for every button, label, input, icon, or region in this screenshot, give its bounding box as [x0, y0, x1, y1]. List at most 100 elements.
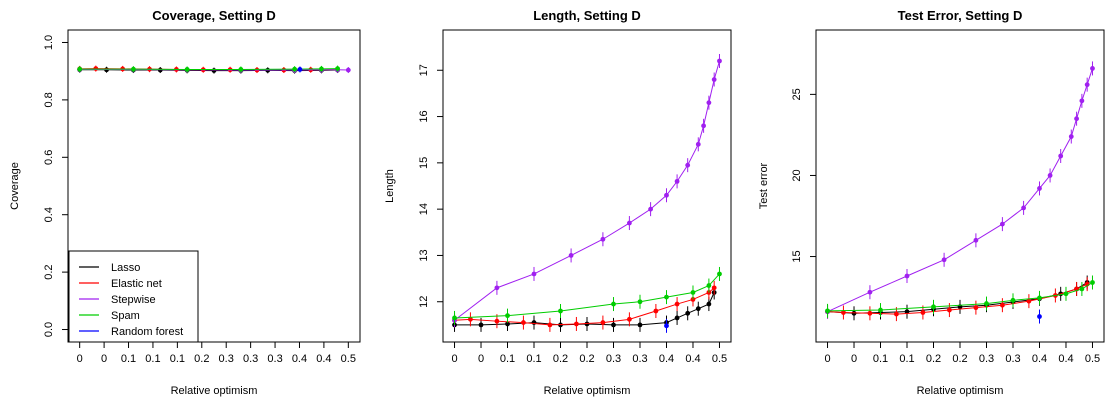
data-point: [841, 310, 846, 315]
legend-label: Random forest: [111, 326, 183, 338]
x-tick-label: 0.3: [219, 353, 234, 365]
x-tick-label: 0.2: [579, 353, 594, 365]
x-tick-label: 0.4: [659, 353, 674, 365]
x-tick-label: 0: [851, 353, 857, 365]
data-point: [674, 315, 680, 321]
y-tick-label: 14: [418, 203, 430, 215]
legend-label: Stepwise: [111, 294, 156, 306]
x-tick-label: 0: [478, 353, 484, 365]
data-point: [711, 77, 717, 82]
data-point: [1026, 298, 1032, 304]
data-point: [674, 301, 680, 307]
data-point: [664, 323, 669, 329]
data-point: [706, 283, 712, 288]
data-point: [637, 299, 643, 305]
data-point: [297, 67, 303, 72]
legend: Lasso Elastic net Stepwise Spam Random fores…: [68, 250, 199, 343]
data-point: [600, 320, 606, 325]
series-stepwise: [825, 61, 1095, 319]
series-spam: [452, 266, 722, 325]
y-tick-label: 0.2: [43, 264, 55, 279]
data-point: [1021, 205, 1026, 211]
series-line: [454, 60, 720, 321]
legend-box: [68, 250, 199, 343]
series-elastic-net: [825, 277, 1090, 322]
series-random-forest: [664, 318, 669, 333]
data-point: [685, 310, 691, 316]
series-line: [827, 283, 1088, 315]
y-tick-label: 16: [418, 110, 430, 122]
x-tick-label: 0.4: [1058, 353, 1073, 365]
legend-label: Spam: [111, 310, 140, 322]
data-point: [973, 305, 979, 311]
data-point: [878, 307, 883, 313]
x-tick-label: 0.5: [712, 353, 727, 365]
x-tick-label: 0.1: [526, 353, 541, 365]
x-axis-label: Relative optimism: [917, 385, 1004, 397]
data-point: [825, 308, 830, 314]
x-tick-label: 0.3: [267, 353, 282, 365]
data-point: [1037, 295, 1042, 301]
data-point: [468, 316, 473, 322]
x-tick-label: 0.1: [873, 353, 888, 365]
x-tick-label: 0.4: [316, 353, 331, 365]
data-point: [1037, 314, 1042, 319]
chart-title: Test Error, Setting D: [898, 8, 1023, 23]
data-point: [984, 301, 989, 306]
data-point: [706, 100, 712, 106]
x-tick-label: 0: [101, 353, 107, 365]
x-tick-label: 0.3: [606, 353, 621, 365]
x-tick-label: 0.2: [194, 353, 209, 365]
data-point: [1084, 82, 1090, 88]
data-point: [1090, 66, 1095, 71]
data-point: [637, 322, 643, 328]
x-axis-label: Relative optimism: [544, 385, 631, 397]
data-point: [941, 257, 947, 263]
data-point: [131, 66, 136, 72]
legend-label: Lasso: [111, 262, 140, 274]
data-point: [1047, 173, 1053, 178]
y-tick-label: 20: [791, 169, 803, 181]
y-tick-label: 17: [418, 64, 430, 76]
data-point: [1079, 98, 1085, 104]
series-line: [827, 68, 1093, 313]
data-point: [211, 68, 217, 74]
x-tick-label: 0.3: [1005, 353, 1020, 365]
chart-title: Length, Setting D: [533, 8, 641, 23]
x-tick-label: 0.1: [121, 353, 136, 365]
data-point: [292, 66, 297, 72]
x-tick-label: 0.2: [926, 353, 941, 365]
data-point: [664, 294, 669, 300]
data-point: [611, 301, 616, 307]
panel-3: Test Error, Setting D Relative optimism Te…: [758, 8, 1105, 397]
data-point: [904, 309, 910, 315]
series-elastic-net: [452, 280, 717, 332]
data-point: [184, 67, 190, 72]
data-point: [664, 192, 669, 198]
y-tick-label: 15: [418, 157, 430, 169]
data-point: [611, 322, 616, 328]
data-point: [1079, 286, 1085, 292]
x-tick-label: 0.2: [952, 353, 967, 365]
data-point: [685, 162, 691, 168]
data-point: [695, 306, 701, 312]
plot-frame: [67, 29, 361, 343]
y-tick-label: 0.0: [43, 322, 55, 337]
data-point: [319, 66, 324, 72]
data-point: [717, 271, 722, 277]
x-tick-label: 0.3: [243, 353, 258, 365]
x-tick-label: 0.4: [1032, 353, 1047, 365]
panel-2: Length, Setting D Relative optimism Length…: [384, 8, 732, 397]
data-point: [335, 66, 340, 72]
data-point: [494, 285, 500, 291]
plot-frame: [442, 29, 732, 343]
x-tick-label: 0.2: [553, 353, 568, 365]
data-point: [706, 301, 712, 307]
series-stepwise: [452, 53, 722, 328]
data-point: [93, 66, 99, 72]
x-tick-label: 0: [451, 353, 457, 365]
data-point: [478, 322, 484, 328]
data-point: [1090, 280, 1095, 285]
panel-1: Coverage, Setting D Relative optimism Cove…: [9, 8, 361, 397]
data-point: [999, 221, 1005, 227]
